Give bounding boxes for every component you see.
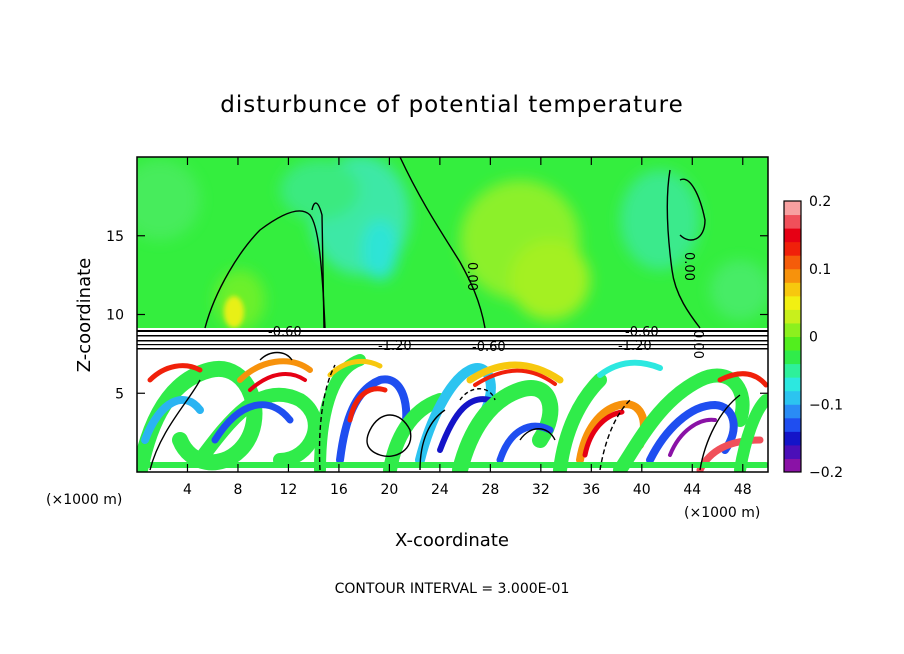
plot-area: 0.00 0.00 0.00 -0.60 -0.60 -1.20 -1.20 -… [137,157,768,472]
colorbar-swatch [784,268,801,283]
y-tick-label: 10 [106,308,124,324]
colorbar-swatch [784,201,801,216]
colorbar-tick-label: −0.1 [809,397,843,413]
x-axis-ticks: 4 8 12 16 20 24 28 32 36 40 44 48 [183,157,752,498]
x-tick-label: 20 [380,482,398,498]
colorbar-swatch [784,255,801,270]
contour-label: -0.60 [268,325,302,340]
contour-label-group: 0.00 0.00 0.00 -0.60 -0.60 -1.20 -1.20 -… [268,252,705,359]
x-axis-label: X-coordinate [395,530,509,551]
colorbar-tick-label: 0 [809,330,818,346]
colorbar-swatch [784,390,801,405]
y-axis-ticks: 5 10 15 [106,229,768,402]
colorbar-swatch [784,214,801,229]
contour-label: -1.20 [378,339,412,354]
colorbar-swatch [784,322,801,337]
y-tick-label: 5 [115,386,124,402]
contour-label: 0.00 [464,262,479,291]
x-tick-label: 28 [481,482,499,498]
y-tick-label: 15 [106,229,124,245]
colorbar-swatch [784,431,801,446]
colorbar-swatch [784,282,801,297]
colorbar-swatch [784,377,801,392]
colorbar: 0.2 0.1 0 −0.1 −0.2 [783,194,843,481]
x-tick-label: 16 [330,482,348,498]
colorbar-swatch [784,228,801,243]
contour-label: -1.20 [618,339,652,354]
colorbar-swatch [784,350,801,365]
contour-label: 0.00 [690,330,705,359]
x-tick-label: 40 [633,482,651,498]
colorbar-swatch [784,363,801,378]
x-tick-label: 4 [183,482,192,498]
contour-label: -0.60 [472,340,506,355]
colorbar-swatch [784,295,801,310]
x-tick-label: 44 [683,482,701,498]
colorbar-swatch [784,336,801,351]
chart-title: disturbunce of potential temperature [220,92,684,118]
x-unit-right: (×1000 m) [684,505,760,521]
contour-label: -0.60 [625,325,659,340]
upper-field-texture [137,157,768,330]
colorbar-tick-label: 0.1 [809,262,831,278]
colorbar-swatch [784,444,801,459]
contour-label: 0.00 [681,252,696,281]
warm-patch [224,296,244,328]
x-tick-label: 12 [280,482,298,498]
colorbar-swatch [784,458,801,473]
contour-interval-note: CONTOUR INTERVAL = 3.000E-01 [335,581,570,597]
colorbar-swatch [784,241,801,256]
colorbar-frame [783,200,802,473]
x-tick-label: 36 [582,482,600,498]
colorbar-tick-label: −0.2 [809,465,843,481]
colorbar-tick-label: 0.2 [809,194,831,210]
x-tick-label: 24 [431,482,449,498]
x-tick-label: 32 [532,482,550,498]
y-axis-label: Z-coordinate [74,258,95,373]
eddy-texture [137,354,768,472]
x-unit-left: (×1000 m) [46,492,122,508]
x-tick-label: 8 [233,482,242,498]
colorbar-swatch [784,309,801,324]
colorbar-swatch [784,404,801,419]
x-tick-label: 48 [734,482,752,498]
contour-lines [149,157,741,471]
colorbar-swatch [784,417,801,432]
